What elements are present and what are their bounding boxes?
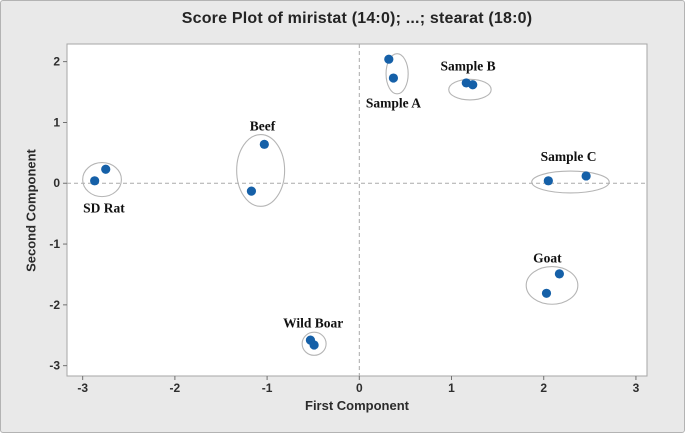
group-label: Sample A: [366, 95, 421, 110]
x-tick-label: -2: [170, 381, 181, 395]
group-ellipse: [236, 134, 286, 207]
group-ellipse: [301, 331, 327, 356]
y-tick-label: 0: [53, 176, 60, 190]
group-ellipse: [525, 265, 579, 305]
data-point: [543, 176, 553, 186]
data-point: [468, 80, 478, 90]
y-tick-label: -3: [49, 359, 60, 373]
group-label: Wild Boar: [283, 316, 343, 331]
data-point: [388, 73, 399, 83]
group-ellipse: [448, 78, 492, 101]
y-tick-label: -1: [49, 237, 60, 251]
x-tick-label: 0: [356, 381, 363, 395]
group-label: Beef: [250, 119, 276, 134]
group-label: Sample B: [441, 58, 496, 73]
x-axis-title: First Component: [305, 398, 409, 413]
plot-area: [66, 43, 648, 377]
group-label: Sample C: [541, 149, 597, 164]
group-ellipse: [82, 162, 122, 198]
data-point: [384, 54, 394, 64]
data-point: [246, 186, 257, 196]
y-tick-label: -2: [49, 298, 60, 312]
data-point: [581, 171, 591, 181]
data-point: [541, 288, 552, 298]
data-point: [259, 139, 269, 149]
data-point: [554, 269, 565, 279]
x-tick-label: -3: [77, 381, 88, 395]
x-tick-label: 1: [448, 381, 455, 395]
group-label: Goat: [533, 251, 562, 266]
y-axis-title: Second Component: [23, 149, 39, 272]
y-tick-label: 1: [53, 115, 60, 129]
x-tick-label: 3: [633, 381, 640, 395]
group-ellipse: [385, 53, 409, 95]
group-label: SD Rat: [83, 201, 125, 216]
data-point: [101, 164, 111, 174]
x-tick-label: 2: [540, 381, 547, 395]
chart-title: Score Plot of miristat (14:0); ...; stea…: [181, 10, 533, 27]
group-ellipse: [531, 170, 610, 194]
y-tick-label: 2: [53, 55, 60, 69]
x-tick-label: -1: [262, 381, 273, 395]
data-point: [309, 340, 319, 350]
data-point: [90, 176, 100, 186]
